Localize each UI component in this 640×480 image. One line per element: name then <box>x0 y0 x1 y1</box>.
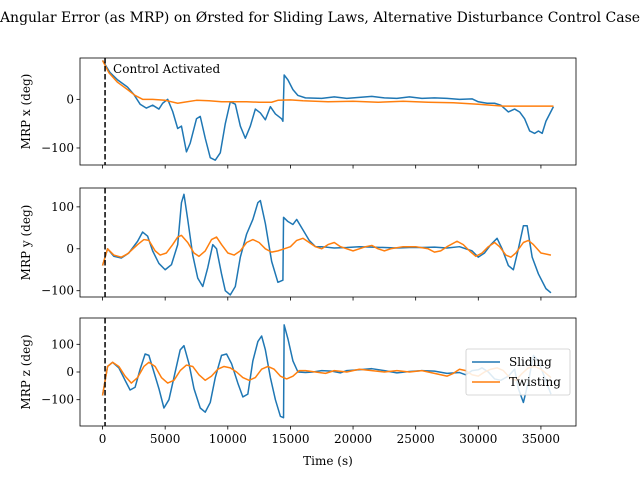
x-tick-label: 0 <box>99 432 107 446</box>
x-tick-label: 25000 <box>397 432 435 446</box>
series-line-twisting <box>101 234 552 266</box>
series-line-sliding <box>101 60 555 161</box>
panels: −100 0 MRP x (deg) Control Activated −100 0 10… <box>19 57 577 446</box>
x-tick-label: 35000 <box>522 432 560 446</box>
legend-box <box>465 348 571 396</box>
panel-3: −100 0 100 0 5000 10000 15000 20000 25000 30000 35… <box>19 317 577 446</box>
plot-frame <box>79 57 577 166</box>
legend: Sliding Twisting <box>465 348 571 396</box>
series-line-sliding <box>101 193 552 296</box>
x-tick-label: 15000 <box>271 432 309 446</box>
plot-frame <box>79 187 577 298</box>
chart-title: Angular Error (as MRP) on Ørsted for Sli… <box>0 10 640 26</box>
panel-1: −100 0 MRP x (deg) Control Activated <box>19 57 577 169</box>
y-tick-label: 100 <box>51 337 74 351</box>
legend-label-twisting: Twisting <box>509 375 561 389</box>
y-axis-label-2: MRP y (deg) <box>19 205 33 281</box>
y-tick-label: −100 <box>41 284 74 298</box>
series-line-twisting <box>101 60 554 107</box>
y-axis-label-1: MRP x (deg) <box>19 74 33 150</box>
y-tick-label: −100 <box>41 393 74 407</box>
x-tick-label: 30000 <box>459 432 497 446</box>
x-tick-label: 10000 <box>209 432 247 446</box>
y-tick-label: −100 <box>41 141 74 155</box>
control-activated-annotation: Control Activated <box>113 62 220 76</box>
y-tick-label: 0 <box>66 365 74 379</box>
x-axis-label: Time (s) <box>303 454 353 468</box>
y-tick-label: 0 <box>66 92 74 106</box>
y-axis-label-3: MRP z (deg) <box>19 334 33 409</box>
y-tick-label: 0 <box>66 242 74 256</box>
legend-label-sliding: Sliding <box>509 355 552 369</box>
x-tick-label: 5000 <box>150 432 181 446</box>
x-tick-label: 20000 <box>334 432 372 446</box>
y-tick-label: 100 <box>51 200 74 214</box>
panel-2: −100 0 100 MRP y (deg) <box>19 187 577 301</box>
